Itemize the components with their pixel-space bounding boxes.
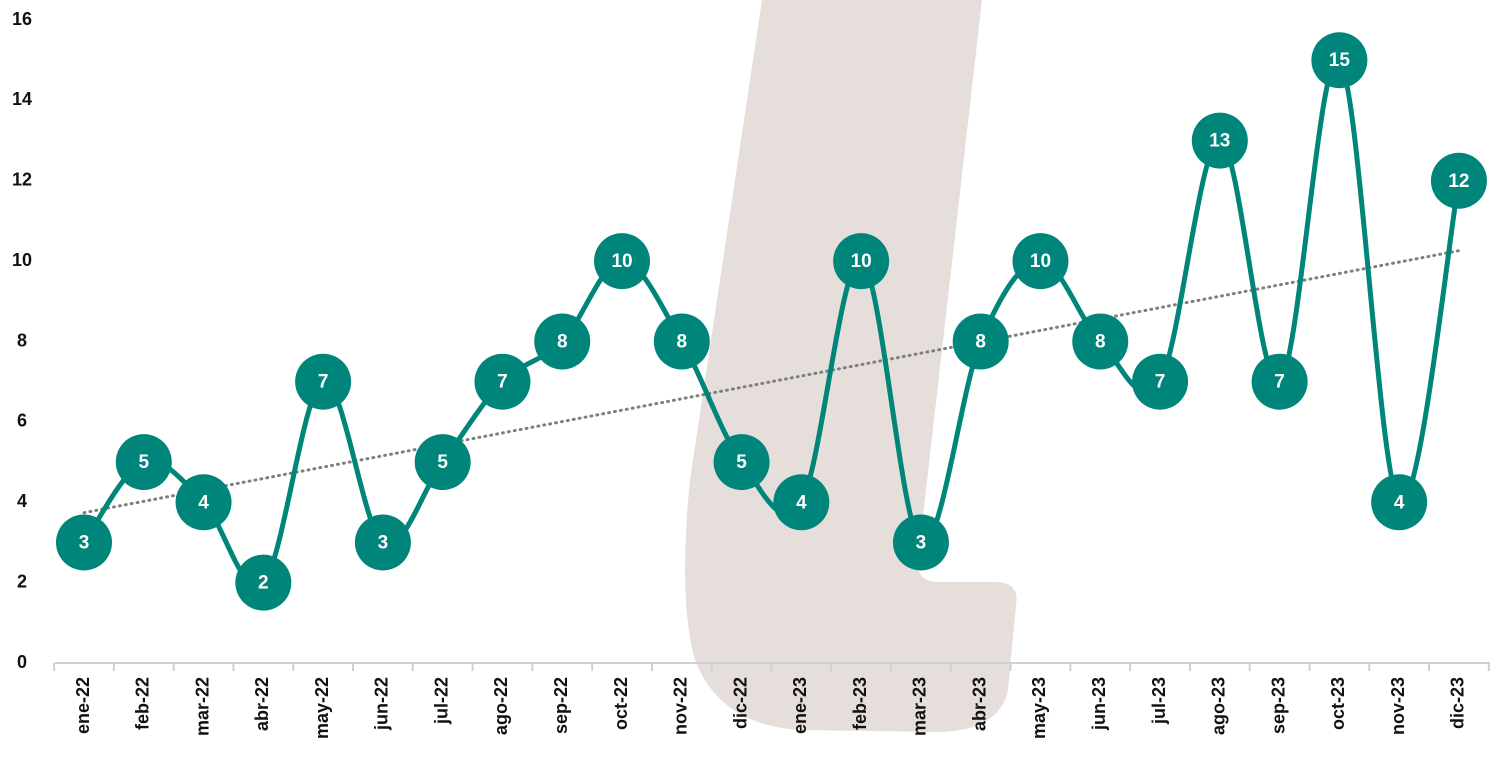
x-tick-label: jul-22 [431, 677, 451, 725]
data-label: 7 [1155, 372, 1166, 393]
x-tick-label: oct-23 [1328, 677, 1348, 730]
y-tick-label: 14 [12, 89, 32, 109]
y-tick-label: 2 [17, 571, 27, 591]
data-label: 3 [79, 532, 90, 553]
y-tick-label: 6 [17, 411, 27, 431]
y-tick-label: 10 [12, 250, 32, 270]
x-tick-label: sep-22 [551, 677, 571, 734]
y-tick-label: 0 [17, 652, 27, 672]
x-tick-label: sep-23 [1268, 677, 1288, 734]
y-tick-label: 4 [17, 491, 27, 511]
x-tick-label: mar-23 [910, 677, 930, 736]
data-label: 2 [258, 573, 269, 594]
data-label: 10 [1030, 251, 1051, 272]
x-tick-label: jun-23 [1089, 677, 1109, 731]
x-tick-label: abr-22 [252, 677, 272, 731]
x-tick-label: ene-23 [790, 677, 810, 734]
data-label: 5 [138, 452, 149, 473]
x-tick-label: mar-22 [192, 677, 212, 736]
x-tick-label: may-22 [312, 677, 332, 739]
data-label: 8 [1095, 332, 1106, 353]
y-tick-label: 8 [17, 330, 27, 350]
data-label: 4 [198, 492, 209, 513]
x-tick-label: ago-22 [491, 677, 511, 735]
x-tick-label: nov-23 [1388, 677, 1408, 735]
y-tick-label: 12 [12, 170, 32, 190]
data-label: 7 [318, 372, 329, 393]
data-label: 12 [1448, 171, 1469, 192]
data-label: 10 [611, 251, 632, 272]
data-label: 13 [1209, 131, 1230, 152]
x-tick-label: dic-23 [1448, 677, 1468, 729]
x-tick-label: ene-22 [73, 677, 93, 734]
data-label: 5 [437, 452, 448, 473]
data-label: 15 [1329, 50, 1351, 71]
x-tick-label: feb-22 [133, 677, 153, 730]
x-tick-label: jun-22 [372, 677, 392, 731]
data-label: 5 [736, 452, 747, 473]
x-tick-label: dic-22 [730, 677, 750, 729]
x-tick-label: ago-23 [1209, 677, 1229, 735]
x-tick-label: nov-22 [671, 677, 691, 735]
chart: ene-22 feb-22 mar-22 abr-22 may-22 jun-22 jul-… [0, 0, 1499, 759]
x-tick-label: feb-23 [850, 677, 870, 730]
x-tick-label: abr-23 [969, 677, 989, 731]
data-label: 10 [851, 251, 872, 272]
data-label: 4 [1394, 492, 1405, 513]
data-label: 4 [796, 492, 807, 513]
data-label: 3 [916, 532, 927, 553]
data-label: 7 [1274, 372, 1285, 393]
data-label: 8 [677, 332, 688, 353]
x-tick-label: jul-23 [1149, 677, 1169, 725]
data-label: 3 [378, 532, 389, 553]
x-tick-label: may-23 [1029, 677, 1049, 739]
data-label: 7 [497, 372, 508, 393]
data-label: 8 [975, 332, 986, 353]
y-tick-label: 16 [12, 9, 32, 29]
x-tick-label: oct-22 [611, 677, 631, 730]
data-label: 8 [557, 332, 568, 353]
